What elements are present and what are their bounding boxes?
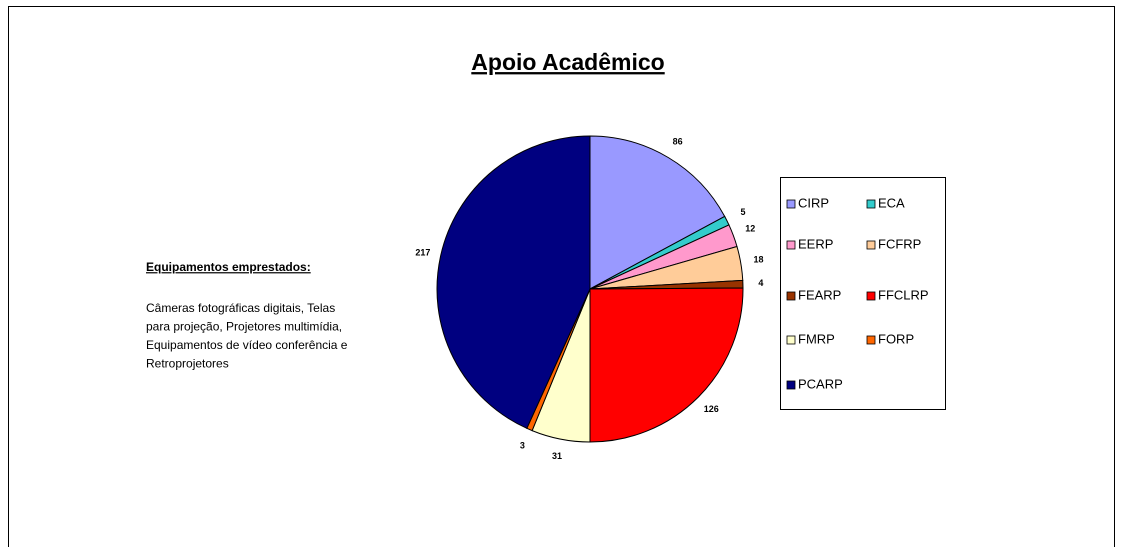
data-label: 12: [745, 224, 755, 234]
legend-label: FMRP: [798, 331, 835, 346]
legend-label: CIRP: [798, 195, 829, 210]
data-label: 126: [704, 404, 719, 414]
annotation-line: Retroprojetores: [146, 357, 229, 371]
legend-swatch: [786, 380, 796, 390]
annotation-line: Equipamentos de vídeo conferência e: [146, 338, 348, 352]
data-label: 4: [758, 278, 763, 288]
data-label: 217: [415, 247, 430, 257]
legend-label: EERP: [798, 236, 833, 251]
legend-label: FORP: [878, 331, 914, 346]
legend-swatch: [786, 240, 796, 250]
pie-slice: [589, 287, 744, 443]
pie-slice: [589, 135, 726, 290]
frame: [8, 6, 1115, 547]
legend-swatch: [866, 240, 876, 250]
data-label: 3: [520, 440, 525, 450]
legend-swatch: [786, 335, 796, 345]
legend-label: FFCLRP: [878, 287, 929, 302]
legend-swatch: [786, 199, 796, 209]
data-label: 31: [552, 451, 562, 461]
legend-box: [780, 177, 946, 410]
legend-label: FEARP: [798, 287, 841, 302]
legend-swatch: [786, 291, 796, 301]
legend-swatch: [866, 199, 876, 209]
legend-label: ECA: [878, 195, 905, 210]
data-label: 86: [673, 137, 683, 147]
legend-label: PCARP: [798, 376, 843, 391]
data-label: 18: [754, 255, 764, 265]
annotation-line: para projeção, Projetores multimídia,: [146, 320, 342, 334]
legend-label: FCFRP: [878, 236, 921, 251]
annotation-title: Equipamentos emprestados:: [146, 260, 311, 274]
chart-title: Apoio Acadêmico: [471, 49, 664, 75]
annotation-line: Câmeras fotográficas digitais, Telas: [146, 301, 335, 315]
pie-slice: [436, 135, 591, 430]
legend-swatch: [866, 335, 876, 345]
legend-swatch: [866, 291, 876, 301]
data-label: 5: [740, 207, 745, 217]
